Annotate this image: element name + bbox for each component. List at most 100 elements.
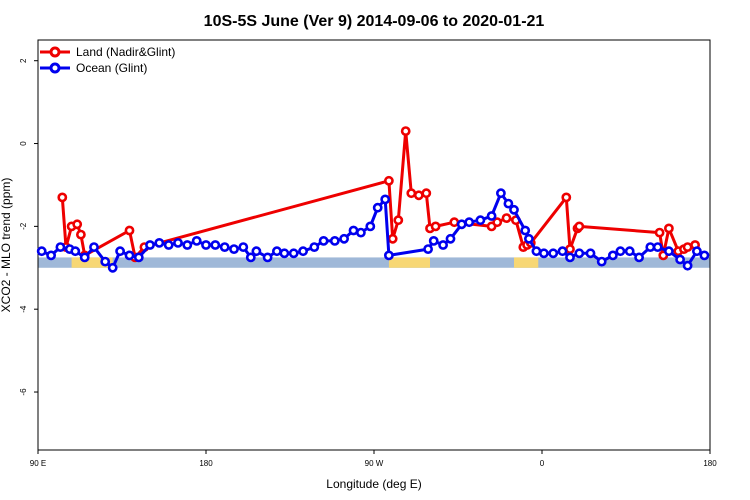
data-point	[682, 260, 693, 271]
data-point	[365, 221, 376, 232]
data-point	[585, 248, 596, 259]
legend-ocean-label: Ocean (Glint)	[76, 61, 147, 75]
data-point	[133, 252, 144, 263]
data-point	[355, 227, 366, 238]
data-point	[271, 246, 282, 257]
data-point	[107, 262, 118, 273]
data-point	[154, 237, 165, 248]
series-layer	[36, 126, 710, 273]
data-point	[596, 256, 607, 267]
landmask-band	[38, 257, 710, 268]
data-point	[413, 190, 424, 201]
data-point	[380, 194, 391, 205]
data-point	[70, 246, 81, 257]
data-point	[219, 242, 230, 252]
x-tick-label: 90 E	[30, 459, 46, 468]
series-0	[57, 126, 700, 263]
data-point	[574, 248, 585, 259]
data-point	[524, 233, 534, 244]
data-point	[615, 246, 626, 257]
data-point	[574, 221, 585, 232]
y-tick-label: -2	[19, 222, 28, 230]
data-point	[279, 248, 290, 259]
series-line	[60, 129, 696, 259]
data-point	[624, 246, 635, 257]
land-band	[388, 257, 430, 268]
y-tick-label: 0	[19, 141, 28, 146]
data-point	[201, 240, 211, 250]
data-point	[76, 229, 86, 240]
data-point	[393, 215, 404, 226]
data-point	[79, 252, 90, 263]
data-point	[115, 246, 125, 257]
legend: Land (Nadir&Glint) Ocean (Glint)	[40, 45, 175, 75]
x-tick-label: 180	[199, 459, 213, 468]
data-point	[406, 188, 417, 199]
data-point	[475, 215, 486, 226]
data-point	[100, 256, 111, 267]
data-point	[520, 225, 531, 236]
data-point	[654, 227, 665, 238]
x-tick-label: 90 W	[365, 459, 384, 468]
data-point	[456, 219, 467, 230]
data-point	[565, 244, 575, 254]
x-tick-label: 180	[703, 459, 717, 468]
legend-ocean-marker	[49, 62, 61, 74]
data-point	[288, 248, 299, 259]
y-tick-label: -4	[19, 305, 28, 313]
data-point	[46, 250, 56, 261]
x-axis-label: Longitude (deg E)	[326, 477, 421, 491]
data-point	[501, 213, 512, 223]
data-point	[383, 175, 394, 186]
data-point	[229, 244, 239, 254]
data-point	[423, 244, 433, 254]
data-point	[486, 211, 497, 221]
data-point	[548, 248, 559, 259]
data-point	[124, 225, 135, 236]
series-1	[36, 188, 710, 273]
data-point	[245, 252, 256, 263]
data-point	[682, 242, 693, 252]
data-point	[387, 233, 398, 244]
data-point	[55, 242, 66, 252]
chart-title: 10S-5S June (Ver 9) 2014-09-06 to 2020-0…	[204, 13, 545, 30]
data-point	[430, 221, 441, 232]
data-point	[692, 246, 702, 257]
data-point	[89, 242, 99, 252]
x-tick-label: 0	[540, 459, 545, 468]
data-point	[509, 204, 519, 215]
data-point	[372, 202, 383, 213]
data-point	[664, 223, 674, 234]
data-point	[36, 246, 47, 257]
data-point	[339, 233, 349, 244]
data-point	[309, 242, 320, 252]
data-point	[421, 188, 432, 199]
data-point	[464, 217, 475, 228]
plot-frame	[37, 39, 711, 451]
x-axis: 90 E 180 90 W 0 180	[30, 450, 717, 468]
data-point	[557, 246, 568, 257]
data-point	[539, 248, 549, 259]
y-axis: 2 0 -2 -4 -6	[19, 58, 38, 396]
y-axis-label: XCO2 - MLO trend (ppm)	[0, 178, 13, 313]
land-band	[71, 257, 113, 268]
legend-land-marker	[49, 46, 61, 58]
y-tick-label: 2	[19, 58, 28, 63]
data-point	[191, 235, 202, 246]
data-point	[400, 126, 411, 137]
data-point	[329, 235, 340, 246]
data-point	[238, 242, 249, 252]
data-point	[438, 240, 448, 250]
ocean-band	[38, 257, 710, 268]
data-point	[173, 237, 183, 248]
data-point	[182, 240, 193, 250]
data-point	[210, 240, 221, 250]
data-point	[495, 188, 506, 199]
data-point	[298, 246, 308, 257]
data-point	[163, 240, 174, 250]
data-point	[561, 192, 572, 203]
data-point	[531, 246, 542, 257]
data-point	[145, 240, 155, 250]
data-point	[318, 235, 329, 246]
